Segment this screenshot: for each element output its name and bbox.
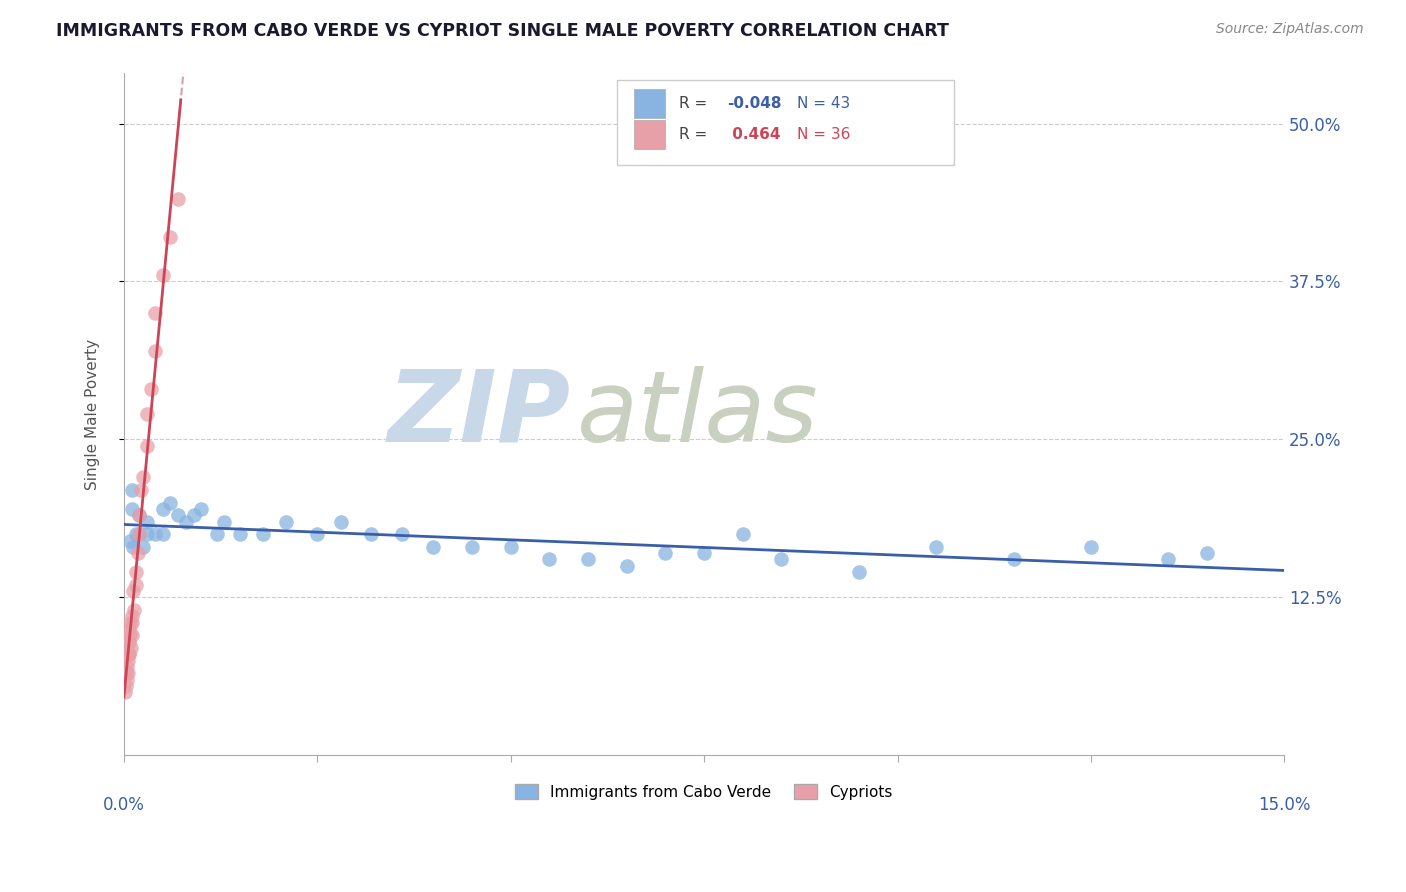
Point: [205, 527, 228, 541]
Text: IMMIGRANTS FROM CABO VERDE VS CYPRIOT SINGLE MALE POVERTY CORRELATION CHART: IMMIGRANTS FROM CABO VERDE VS CYPRIOT SI…: [56, 22, 949, 40]
Y-axis label: Single Male Poverty: Single Male Poverty: [86, 339, 100, 490]
Text: 0.464: 0.464: [727, 127, 780, 142]
Point: [167, 508, 190, 523]
Point: [118, 634, 141, 648]
FancyBboxPatch shape: [634, 89, 665, 118]
Point: [174, 515, 197, 529]
Point: [117, 647, 139, 661]
Point: [576, 552, 599, 566]
Point: [117, 654, 139, 668]
Point: [143, 343, 166, 358]
Point: [128, 508, 150, 523]
Text: N = 43: N = 43: [797, 96, 851, 112]
Point: [115, 679, 138, 693]
Text: -0.048: -0.048: [727, 96, 782, 112]
Point: [117, 647, 139, 661]
Point: [136, 439, 159, 453]
Point: [115, 660, 138, 674]
Point: [190, 502, 212, 516]
Point: [128, 527, 150, 541]
Point: [121, 502, 143, 516]
Point: [143, 527, 166, 541]
Point: [159, 495, 181, 509]
Point: [925, 540, 948, 554]
Point: [391, 527, 413, 541]
Point: [127, 546, 149, 560]
Point: [121, 483, 143, 497]
Point: [122, 584, 145, 599]
Point: [183, 508, 205, 523]
Point: [124, 527, 146, 541]
Point: [731, 527, 754, 541]
Point: [115, 673, 138, 687]
Point: [693, 546, 716, 560]
Point: [118, 647, 141, 661]
Point: [124, 565, 146, 579]
Text: N = 36: N = 36: [797, 127, 851, 142]
Text: R =: R =: [679, 127, 711, 142]
Point: [136, 407, 159, 421]
Point: [132, 470, 155, 484]
Point: [329, 515, 352, 529]
Point: [360, 527, 382, 541]
Point: [167, 192, 190, 206]
Point: [115, 666, 138, 681]
Text: 15.0%: 15.0%: [1258, 797, 1310, 814]
Point: [121, 609, 143, 624]
Point: [229, 527, 252, 541]
Point: [136, 527, 159, 541]
Point: [538, 552, 561, 566]
Point: [128, 527, 150, 541]
Point: [422, 540, 444, 554]
Text: 0.0%: 0.0%: [103, 797, 145, 814]
Point: [136, 515, 159, 529]
Point: [276, 515, 298, 529]
Point: [117, 666, 139, 681]
Point: [461, 540, 484, 554]
Point: [118, 622, 141, 636]
Point: [122, 603, 145, 617]
Text: Source: ZipAtlas.com: Source: ZipAtlas.com: [1216, 22, 1364, 37]
Point: [120, 640, 142, 655]
Point: [129, 483, 152, 497]
Point: [128, 508, 150, 523]
Point: [1195, 546, 1218, 560]
Point: [1002, 552, 1025, 566]
Text: ZIP: ZIP: [388, 366, 571, 463]
Point: [121, 615, 143, 630]
Point: [152, 268, 174, 282]
Point: [1157, 552, 1180, 566]
Point: [214, 515, 236, 529]
Point: [616, 558, 638, 573]
Text: R =: R =: [679, 96, 711, 112]
Point: [117, 634, 139, 648]
Point: [122, 540, 145, 554]
Text: atlas: atlas: [576, 366, 818, 463]
Point: [1080, 540, 1102, 554]
Point: [307, 527, 329, 541]
Point: [114, 685, 136, 699]
Point: [121, 628, 143, 642]
FancyBboxPatch shape: [617, 79, 953, 165]
Point: [120, 628, 142, 642]
Point: [120, 533, 142, 548]
Point: [770, 552, 793, 566]
Point: [159, 230, 181, 244]
Point: [139, 382, 162, 396]
Point: [848, 565, 870, 579]
Point: [654, 546, 676, 560]
Point: [124, 578, 146, 592]
Point: [152, 502, 174, 516]
Point: [252, 527, 274, 541]
Point: [499, 540, 522, 554]
FancyBboxPatch shape: [634, 120, 665, 149]
Legend: Immigrants from Cabo Verde, Cypriots: Immigrants from Cabo Verde, Cypriots: [509, 778, 898, 805]
Point: [152, 527, 174, 541]
Point: [132, 540, 155, 554]
Point: [120, 615, 142, 630]
Point: [143, 306, 166, 320]
